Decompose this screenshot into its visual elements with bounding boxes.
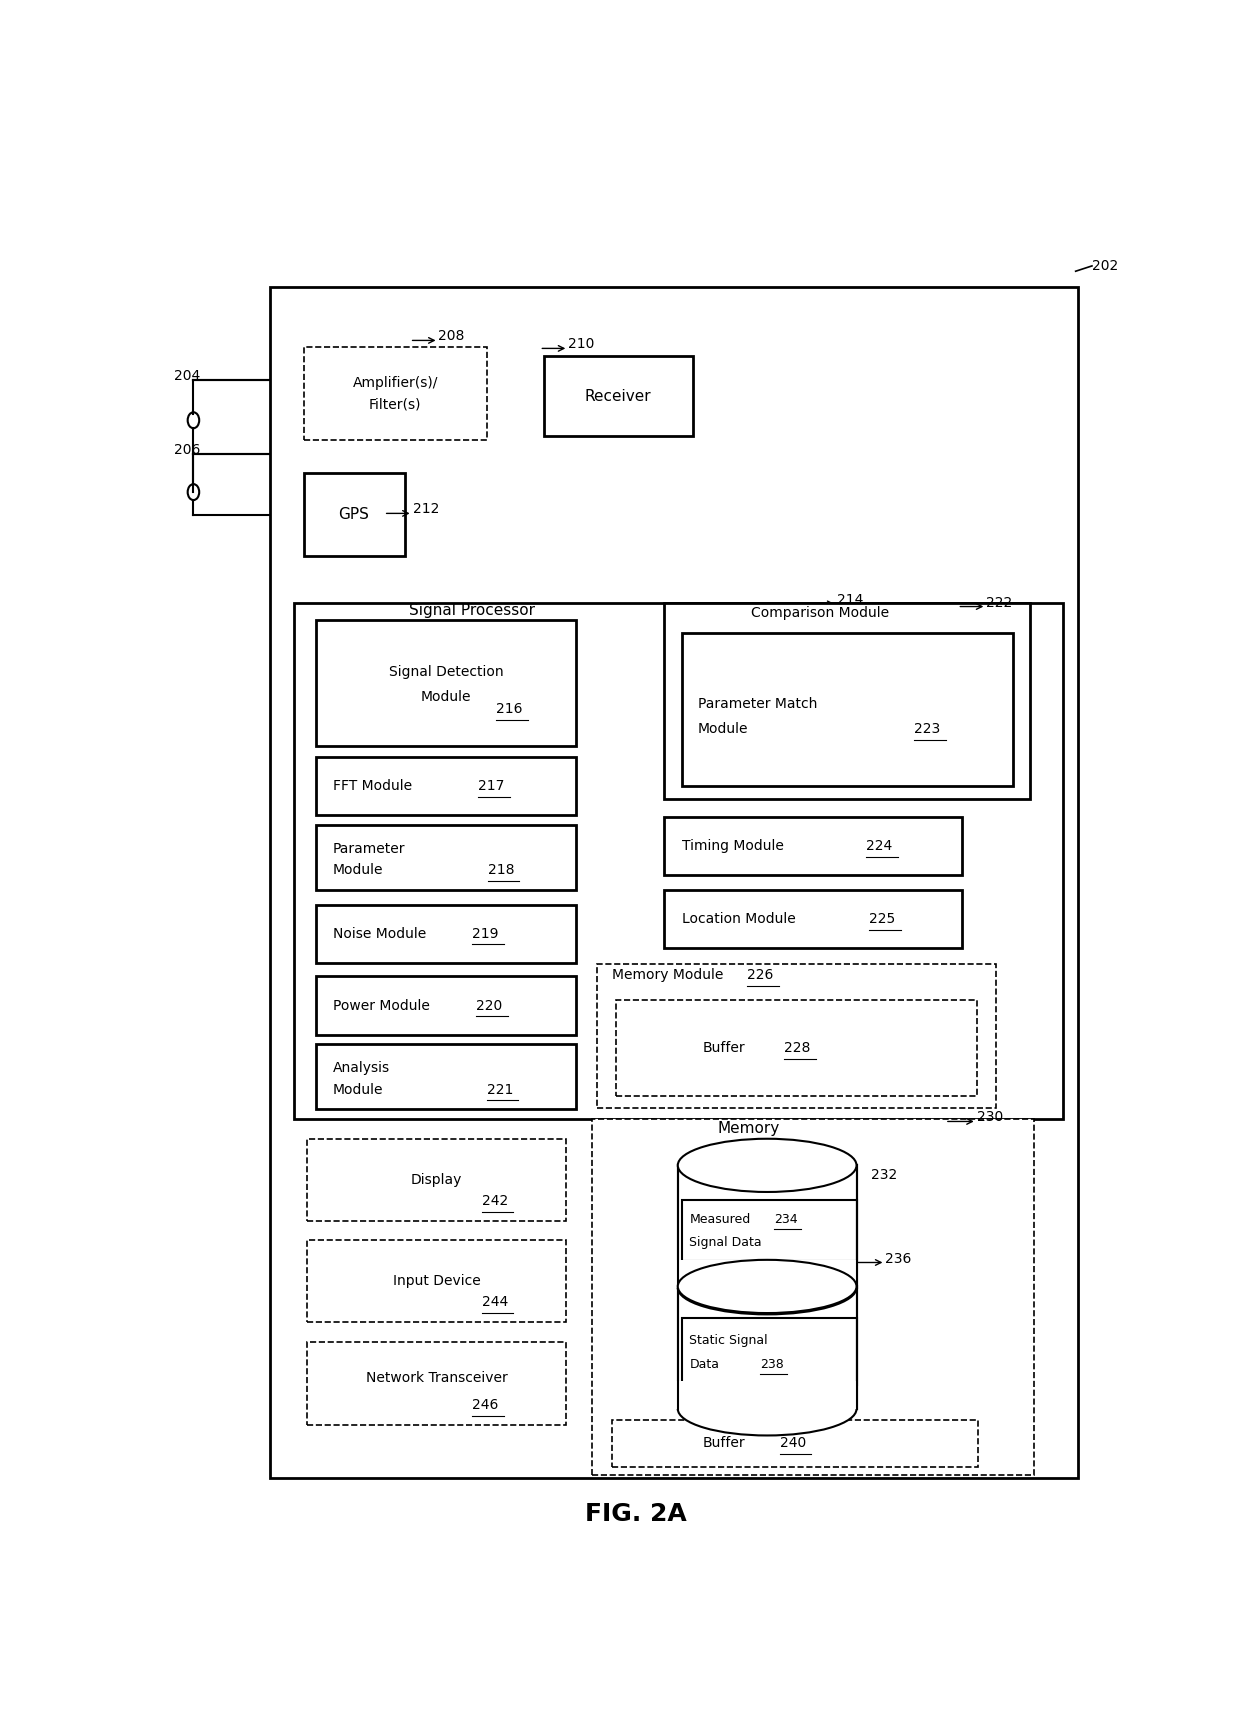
Bar bbox=[316, 824, 575, 890]
Text: Power Module: Power Module bbox=[332, 999, 429, 1013]
Text: FIG. 2A: FIG. 2A bbox=[584, 1502, 687, 1526]
Text: 214: 214 bbox=[837, 593, 864, 607]
Bar bbox=[678, 1165, 857, 1287]
Text: Signal Data: Signal Data bbox=[689, 1236, 761, 1249]
Bar bbox=[304, 473, 405, 556]
Bar bbox=[596, 964, 996, 1108]
Bar bbox=[676, 1381, 858, 1408]
Text: Network Transceiver: Network Transceiver bbox=[366, 1372, 507, 1386]
Text: History Database: History Database bbox=[682, 1260, 790, 1274]
Text: Module: Module bbox=[698, 722, 749, 736]
Bar bbox=[270, 287, 1078, 1477]
Text: 216: 216 bbox=[496, 702, 522, 715]
Text: 225: 225 bbox=[869, 912, 895, 926]
Bar bbox=[316, 976, 575, 1035]
Text: 212: 212 bbox=[413, 503, 439, 517]
Text: Signal Processor: Signal Processor bbox=[409, 603, 536, 619]
Text: Timing Module: Timing Module bbox=[682, 840, 784, 854]
Ellipse shape bbox=[678, 1139, 857, 1192]
Bar bbox=[316, 904, 575, 962]
Text: 228: 228 bbox=[785, 1042, 811, 1056]
Text: Display: Display bbox=[410, 1173, 463, 1187]
Bar bbox=[682, 1199, 857, 1261]
Bar bbox=[316, 757, 575, 816]
Bar bbox=[682, 632, 1013, 786]
Text: 202: 202 bbox=[1092, 259, 1118, 273]
Text: 232: 232 bbox=[870, 1168, 898, 1182]
Text: 242: 242 bbox=[481, 1194, 508, 1208]
Text: FFT Module: FFT Module bbox=[332, 779, 412, 793]
Bar bbox=[316, 1044, 575, 1109]
Text: 204: 204 bbox=[174, 370, 201, 384]
Text: 234: 234 bbox=[774, 1213, 797, 1227]
Text: 240: 240 bbox=[780, 1436, 806, 1450]
Ellipse shape bbox=[678, 1261, 857, 1315]
Text: 221: 221 bbox=[486, 1082, 513, 1097]
Text: 223: 223 bbox=[914, 722, 940, 736]
Bar bbox=[665, 890, 962, 949]
Text: Buffer: Buffer bbox=[703, 1042, 745, 1056]
Text: Comparison Module: Comparison Module bbox=[751, 607, 889, 620]
Text: 210: 210 bbox=[568, 337, 595, 351]
Bar bbox=[304, 347, 486, 441]
Bar bbox=[306, 1343, 567, 1426]
Text: GPS: GPS bbox=[339, 508, 370, 522]
Bar bbox=[316, 620, 575, 746]
Bar bbox=[294, 603, 1063, 1118]
Text: Buffer: Buffer bbox=[703, 1436, 745, 1450]
Bar bbox=[593, 1118, 1034, 1476]
Text: Signal Detection: Signal Detection bbox=[389, 665, 503, 679]
Text: Module: Module bbox=[420, 689, 471, 703]
Text: 236: 236 bbox=[885, 1251, 911, 1265]
Text: Memory: Memory bbox=[718, 1120, 780, 1135]
Text: Input Device: Input Device bbox=[393, 1274, 480, 1287]
Text: 246: 246 bbox=[472, 1398, 498, 1412]
Bar bbox=[306, 1241, 567, 1322]
Text: 218: 218 bbox=[487, 862, 515, 878]
Ellipse shape bbox=[678, 1260, 857, 1313]
Bar bbox=[665, 817, 962, 876]
Text: Measured: Measured bbox=[689, 1213, 750, 1227]
Bar bbox=[616, 1001, 977, 1096]
Text: 208: 208 bbox=[439, 330, 465, 344]
Bar bbox=[306, 1139, 567, 1222]
Text: Location Module: Location Module bbox=[682, 912, 795, 926]
Text: Parameter: Parameter bbox=[332, 842, 405, 855]
Text: Listing: Listing bbox=[715, 1403, 758, 1417]
Text: 222: 222 bbox=[986, 596, 1013, 610]
Text: Module: Module bbox=[332, 1082, 383, 1097]
Text: Noise Module: Noise Module bbox=[332, 926, 427, 940]
Text: Static Signal: Static Signal bbox=[689, 1334, 768, 1348]
Text: 244: 244 bbox=[481, 1296, 508, 1310]
Text: Data: Data bbox=[689, 1358, 719, 1372]
Bar bbox=[613, 1419, 977, 1467]
Bar bbox=[682, 1318, 857, 1384]
Text: 226: 226 bbox=[746, 968, 774, 982]
Text: Receiver: Receiver bbox=[585, 389, 651, 404]
Text: Filter(s): Filter(s) bbox=[370, 397, 422, 411]
Text: 206: 206 bbox=[174, 442, 201, 456]
Text: 238: 238 bbox=[760, 1358, 784, 1372]
Text: Amplifier(s)/: Amplifier(s)/ bbox=[352, 377, 438, 391]
Text: Memory Module: Memory Module bbox=[613, 968, 724, 982]
Text: 217: 217 bbox=[477, 779, 505, 793]
Bar bbox=[665, 603, 1029, 800]
Bar bbox=[544, 356, 693, 435]
Bar bbox=[676, 1260, 858, 1287]
Text: 220: 220 bbox=[476, 999, 502, 1013]
Text: 230: 230 bbox=[977, 1111, 1003, 1125]
Text: Analysis: Analysis bbox=[332, 1061, 389, 1075]
Text: 224: 224 bbox=[866, 840, 893, 854]
Text: Module: Module bbox=[332, 862, 383, 878]
Bar bbox=[678, 1286, 857, 1408]
Text: Characteristic: Characteristic bbox=[682, 1386, 769, 1400]
Ellipse shape bbox=[678, 1382, 857, 1436]
Text: 219: 219 bbox=[472, 926, 498, 940]
Text: Parameter Match: Parameter Match bbox=[698, 696, 817, 710]
